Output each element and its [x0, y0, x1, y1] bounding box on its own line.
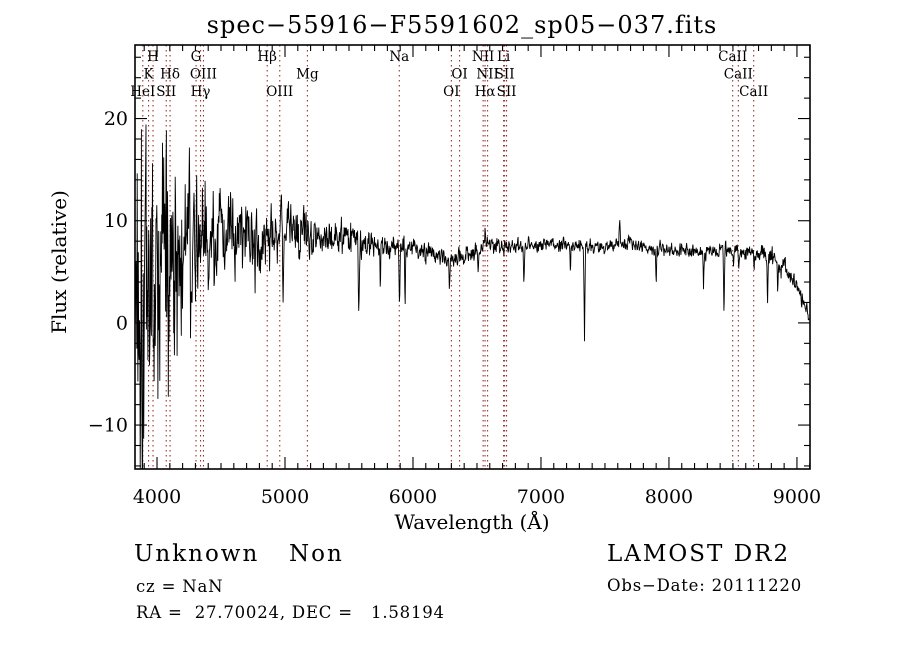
- spectrum-plot: spec−55916−F5591602_sp05−037.fits 4000 50…: [47, 11, 821, 534]
- obs-date-value: Obs−Date: 20111220: [607, 576, 803, 595]
- x-tick-label: 5000: [261, 486, 309, 508]
- y-axis-label: Flux (relative): [47, 190, 71, 334]
- cz-value: cz = NaN: [136, 577, 224, 596]
- spectral-line-label-nii: NII: [476, 67, 498, 83]
- spectral-line-label-oiii: OIII: [266, 84, 293, 100]
- y-tick-label: 10: [104, 210, 128, 232]
- y-tick-label: −10: [88, 415, 128, 437]
- subclass-label: Non: [289, 541, 344, 567]
- y-tick-label: 20: [104, 108, 128, 130]
- x-tick-label: 9000: [773, 486, 821, 508]
- plot-frame: [134, 44, 811, 470]
- spectral-line-label-oi: OI: [443, 84, 459, 100]
- spectral-line-label-hγ: Hγ: [191, 84, 211, 100]
- spectral-line-label-hei: HeI: [130, 84, 155, 100]
- y-tick-label: 0: [116, 312, 128, 334]
- plot-title: spec−55916−F5591602_sp05−037.fits: [207, 11, 718, 39]
- spectral-line-label-hα: Hα: [475, 84, 496, 100]
- spectral-line-label-hδ: Hδ: [160, 67, 180, 83]
- spectral-line-label-oiii: OIII: [190, 67, 217, 83]
- spectral-line-label-caii: CaII: [718, 49, 747, 65]
- x-axis-label: Wavelength (Å): [394, 509, 549, 534]
- spectrum-trace: [134, 124, 810, 470]
- spectral-line-label-sii: SII: [156, 84, 176, 100]
- spectral-line-label-oi: OI: [451, 67, 467, 83]
- spectral-line-label-sii: SII: [495, 67, 515, 83]
- spectral-line-label-hβ: Hβ: [257, 49, 277, 65]
- spectral-line-label-nii: NII: [472, 49, 494, 65]
- x-tick-label: 4000: [133, 486, 181, 508]
- x-tick-label: 6000: [389, 486, 437, 508]
- spectral-line-label-k: K: [144, 67, 155, 83]
- spectral-line-label-h: H: [147, 49, 159, 65]
- spectral-line-label-li: Li: [497, 49, 511, 65]
- spectral-line-label-mg: Mg: [296, 67, 319, 83]
- survey-label: LAMOST DR2: [607, 541, 791, 567]
- spectral-line-label-na: Na: [389, 49, 409, 65]
- spectral-line-label-sii: SII: [497, 84, 517, 100]
- classification-label: Unknown: [134, 541, 260, 567]
- spectral-line-label-caii: CaII: [724, 67, 753, 83]
- spectral-line-label-g: G: [191, 49, 202, 65]
- spectral-line-label-caii: CaII: [739, 84, 768, 100]
- x-tick-label: 7000: [517, 486, 565, 508]
- ra-dec-value: RA = 27.70024, DEC = 1.58194: [136, 603, 445, 622]
- x-tick-label: 8000: [645, 486, 693, 508]
